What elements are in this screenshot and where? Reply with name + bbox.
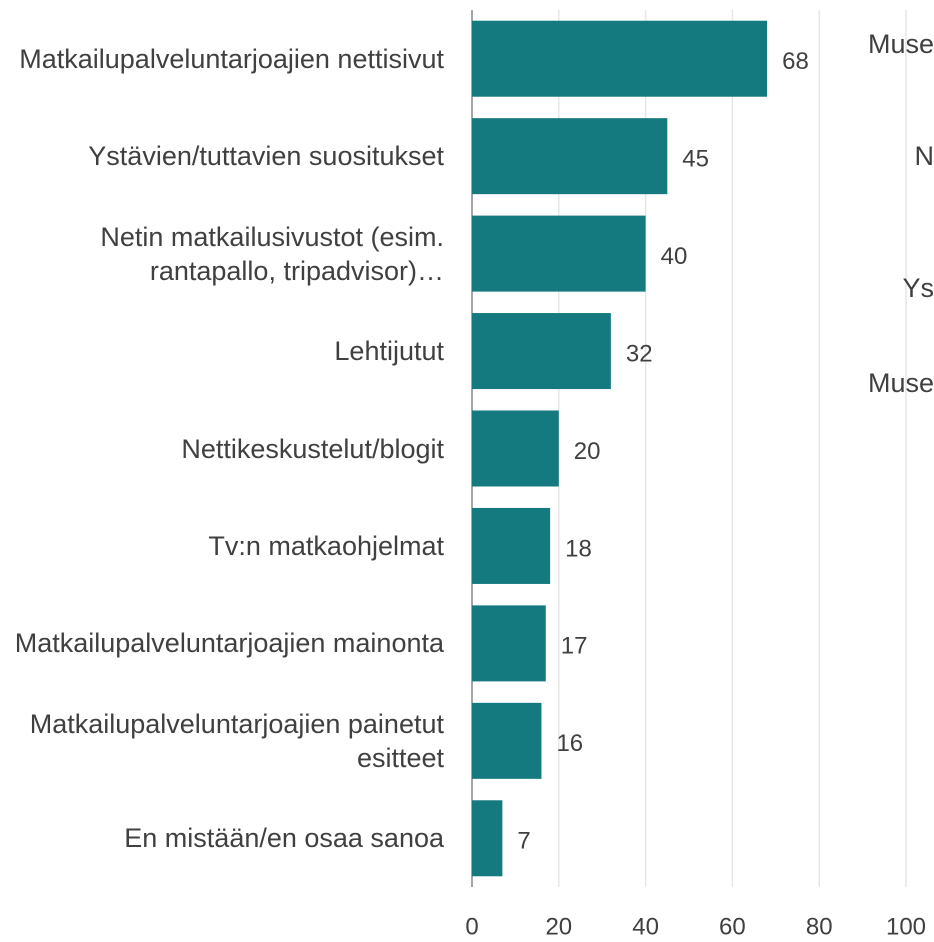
value-label: 16 [556, 730, 583, 757]
bar [472, 20, 768, 97]
bar [472, 410, 559, 487]
bar [472, 118, 668, 195]
category-label: Nettikeskustelut/blogit [181, 433, 444, 464]
category-label: Matkailupalveluntarjoajien painetut esit… [29, 708, 444, 773]
x-tick-label: 40 [632, 913, 659, 940]
value-label: 45 [682, 146, 709, 173]
value-label: 18 [565, 535, 592, 562]
value-label: 32 [626, 340, 653, 367]
category-label: En mistään/en osaa sanoa [124, 823, 444, 854]
x-tick-label: 0 [465, 913, 478, 940]
category-label: Matkailupalveluntarjoajien mainonta [14, 628, 444, 659]
bar [472, 215, 646, 292]
annotation: Muse [868, 29, 934, 59]
bar [472, 702, 542, 779]
value-label: 68 [782, 48, 809, 75]
bar [472, 800, 503, 877]
bar [472, 313, 611, 390]
x-tick-label: 20 [545, 913, 572, 940]
value-label: 20 [574, 438, 601, 465]
x-tick-label: 100 [886, 913, 926, 940]
category-label: Matkailupalveluntarjoajien nettisivut [19, 43, 444, 74]
category-label: Tv:n matkaohjelmat [208, 530, 444, 561]
annotation: Muse [868, 368, 934, 398]
bar [472, 605, 546, 682]
x-tick-label: 80 [806, 913, 833, 940]
x-tick-label: 60 [719, 913, 746, 940]
annotation: N [915, 141, 934, 171]
category-label: Ystävien/tuttavien suositukset [88, 141, 444, 172]
category-label: Lehtijutut [334, 336, 444, 367]
category-label: Netin matkailusivustot (esim. rantapallo… [100, 221, 444, 286]
value-label: 17 [561, 633, 588, 660]
value-label: 40 [661, 243, 688, 270]
value-label: 7 [517, 828, 530, 855]
annotation: Ys [902, 273, 934, 303]
bar [472, 507, 551, 584]
